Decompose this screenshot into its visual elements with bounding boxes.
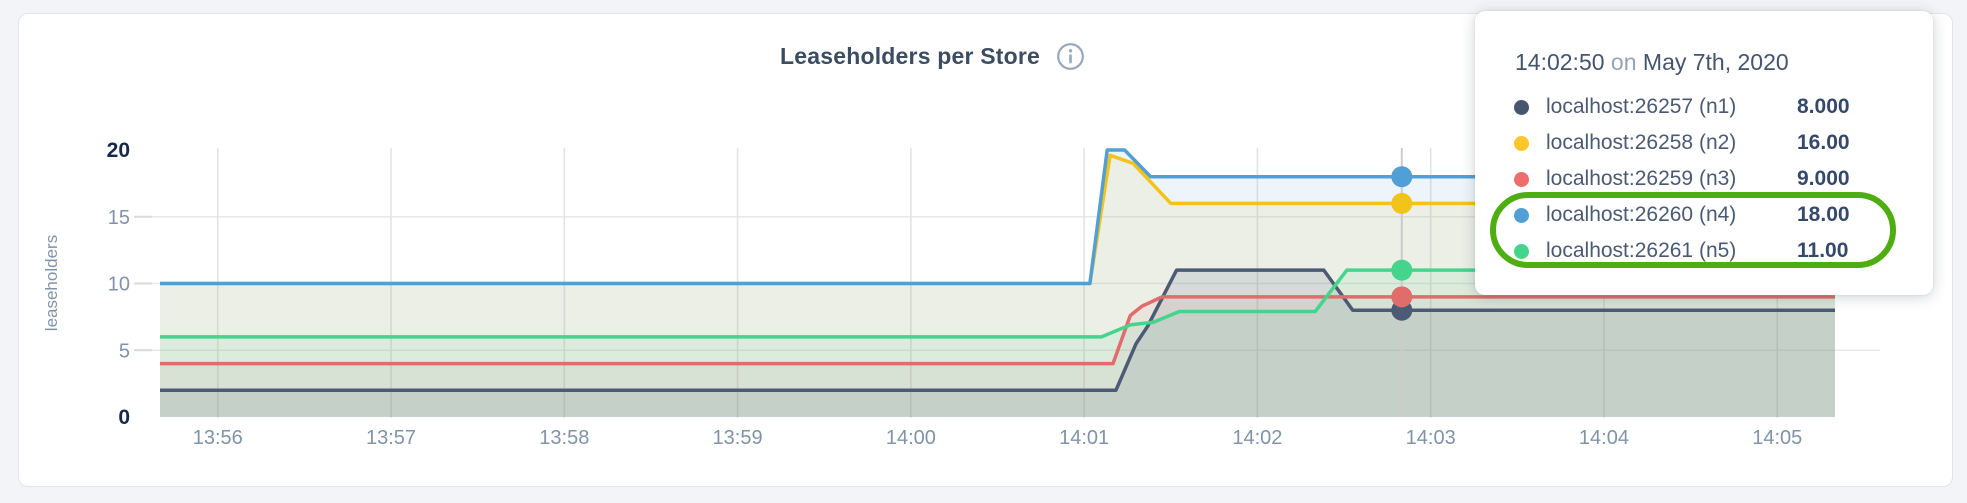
tooltip-row-value: 9.000 bbox=[1797, 167, 1850, 190]
x-tick-label: 13:58 bbox=[539, 427, 589, 449]
x-tick-label: 14:03 bbox=[1406, 427, 1456, 449]
tooltip-legend: localhost:26257 (n1) 8.000 localhost:26258… bbox=[1475, 89, 1933, 269]
tooltip-row-n1: localhost:26257 (n1) 8.000 bbox=[1514, 89, 1933, 125]
y-tick-label: 10 bbox=[108, 274, 130, 296]
tooltip-row-value: 18.00 bbox=[1797, 203, 1850, 226]
x-tick-label: 14:00 bbox=[886, 427, 936, 449]
tooltip-on: on bbox=[1610, 49, 1637, 75]
hover-dot-n5 bbox=[1391, 259, 1413, 281]
y-tick-label: 15 bbox=[108, 207, 130, 229]
tooltip-row-label: localhost:26260 (n4) bbox=[1546, 203, 1737, 226]
series-area-n1 bbox=[160, 270, 1835, 417]
page-title: Leaseholders per Store bbox=[780, 43, 1041, 69]
series-dot-icon bbox=[1514, 171, 1529, 187]
hover-dot-n3 bbox=[1391, 286, 1413, 308]
tooltip-row-n2: localhost:26258 (n2) 16.00 bbox=[1514, 125, 1933, 161]
y-tick-label: 5 bbox=[119, 340, 130, 362]
series-dot-icon bbox=[1514, 99, 1529, 115]
tooltip-timestamp: 14:02:50 on May 7th, 2020 bbox=[1515, 47, 1933, 77]
tooltip-time: 14:02:50 bbox=[1515, 49, 1605, 75]
x-tick-label: 13:59 bbox=[713, 427, 763, 449]
annotation-ellipse bbox=[1490, 192, 1896, 268]
x-tick-label: 13:56 bbox=[193, 427, 243, 449]
chart-header: Leaseholders per Store bbox=[780, 42, 1085, 71]
tooltip-row-value: 11.00 bbox=[1797, 239, 1849, 262]
tooltip-date-text: May 7th, 2020 bbox=[1642, 49, 1789, 75]
hover-dot-n4 bbox=[1391, 166, 1413, 188]
hover-dot-n2 bbox=[1391, 192, 1413, 214]
tooltip-row-label: localhost:26258 (n2) bbox=[1546, 131, 1737, 154]
x-tick-label: 14:05 bbox=[1752, 427, 1802, 449]
x-tick-label: 14:01 bbox=[1059, 427, 1109, 449]
x-tick-label: 14:02 bbox=[1232, 427, 1282, 449]
series-area-n3 bbox=[160, 296, 1835, 417]
series-area-n2 bbox=[160, 155, 1835, 418]
tooltip-row-label: localhost:26259 (n3) bbox=[1546, 167, 1737, 190]
y-tick-label: 0 bbox=[118, 406, 130, 429]
series-line-n5 bbox=[160, 268, 1835, 339]
tooltip-row-label: localhost:26261 (n5) bbox=[1546, 239, 1737, 262]
x-tick-label: 14:04 bbox=[1579, 427, 1629, 449]
info-icon[interactable] bbox=[1056, 42, 1085, 71]
x-tick-label: 13:57 bbox=[366, 427, 416, 449]
tooltip-row-value: 8.000 bbox=[1797, 95, 1850, 118]
tooltip-row-n3: localhost:26259 (n3) 9.000 bbox=[1514, 161, 1933, 197]
y-axis-label: leaseholders bbox=[42, 235, 61, 331]
series-line-n4 bbox=[160, 148, 1835, 286]
series-line-n3 bbox=[160, 295, 1835, 366]
tooltip-row-label: localhost:26257 (n1) bbox=[1546, 95, 1737, 118]
series-dot-icon bbox=[1514, 135, 1529, 151]
series-area-n5 bbox=[160, 270, 1835, 417]
tooltip-row-value: 16.00 bbox=[1797, 131, 1850, 154]
y-tick-label: 20 bbox=[107, 139, 130, 162]
